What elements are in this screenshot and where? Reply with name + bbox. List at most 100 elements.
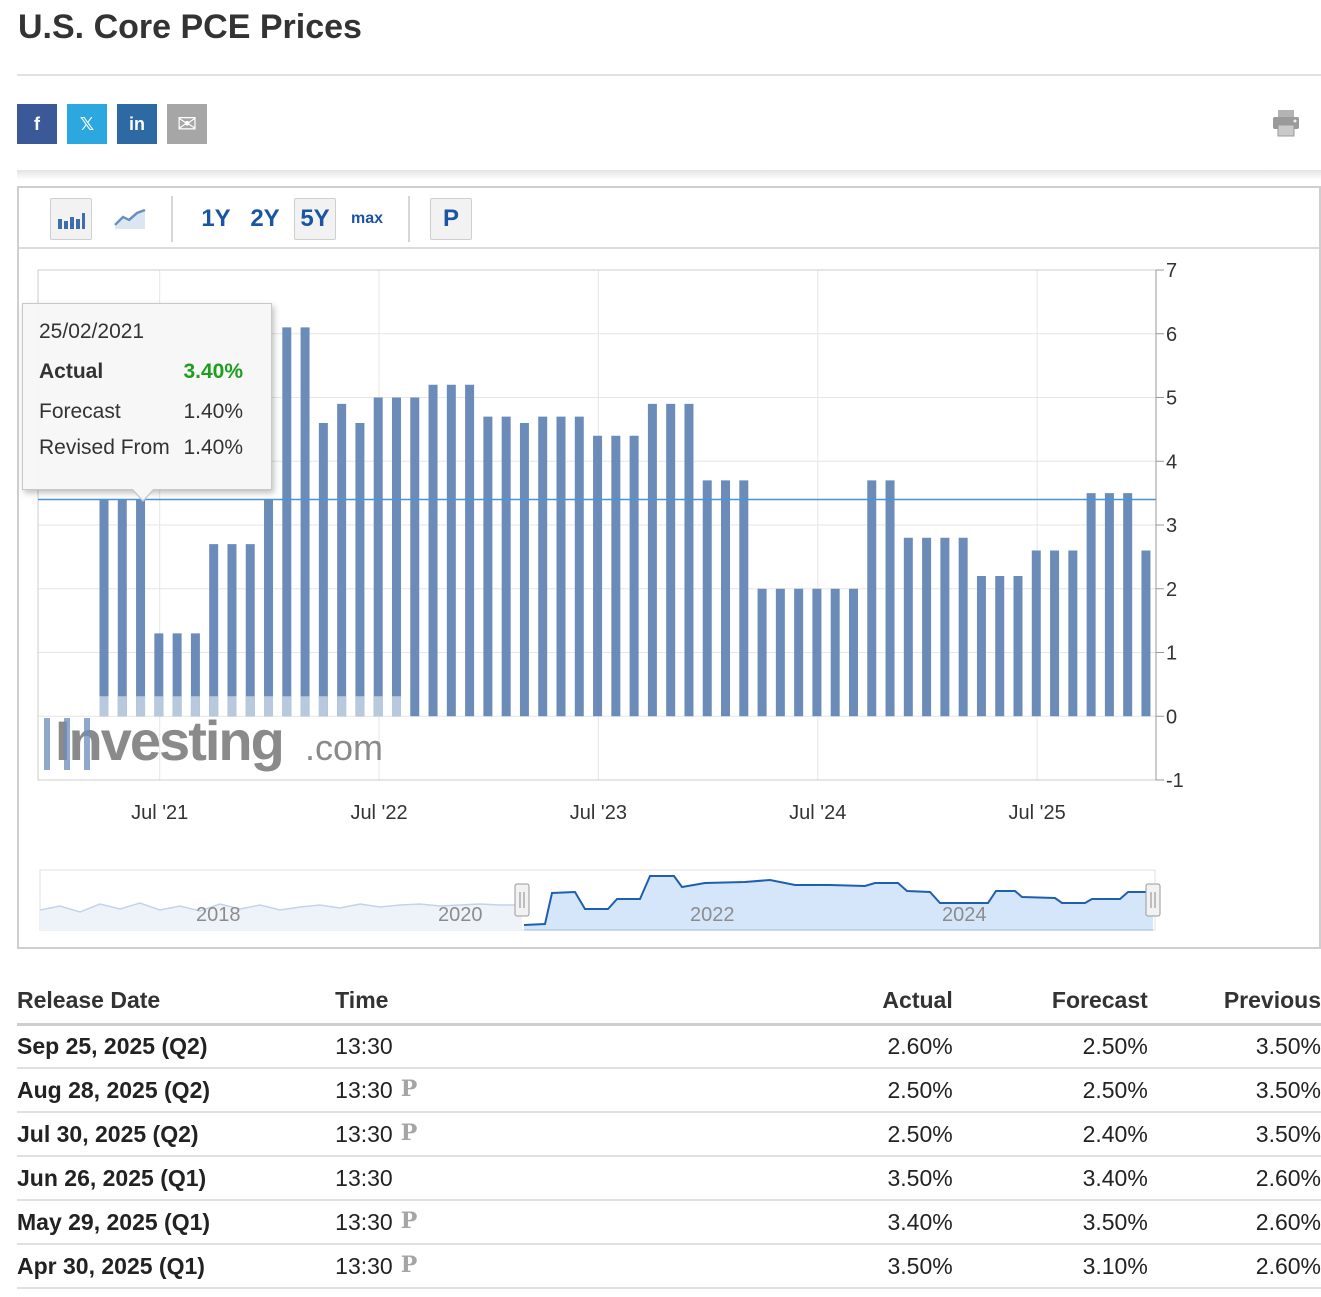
navigator-year-label: 2022 (690, 904, 735, 926)
navigator-year-label: 2020 (438, 904, 483, 926)
chart-bar (245, 544, 255, 717)
navigator-handle[interactable] (514, 883, 530, 917)
header-release-date[interactable]: Release Date (17, 978, 336, 1026)
time-cell: 13:30 (335, 1156, 753, 1201)
chart-bar (501, 416, 511, 717)
header-actual[interactable]: Actual (752, 978, 953, 1026)
actual-cell: 3.40% (752, 1200, 953, 1245)
title-divider (17, 74, 1321, 76)
tooltip-date: 25/02/2021 (39, 320, 145, 343)
tooltip-forecast-label: Forecast (39, 400, 121, 423)
chart-bar-base (245, 696, 255, 717)
chart-bar (446, 384, 456, 717)
range-1y-button[interactable]: 1Y (201, 205, 231, 232)
header-previous[interactable]: Previous (1147, 978, 1321, 1026)
watermark-bars (44, 718, 50, 770)
chart-bar (556, 416, 566, 717)
chart-bar (337, 403, 347, 717)
navigator-history-line (39, 902, 522, 913)
previous-cell: 3.50% (1147, 1068, 1321, 1113)
chart-bar (172, 633, 182, 717)
chart-tooltip: 25/02/2021 Actual 3.40% Forecast 1.40% R… (22, 303, 272, 502)
time-value: 13:30 (335, 1164, 393, 1191)
time-cell: 13:30 (335, 1024, 753, 1069)
page-title: U.S. Core PCE Prices (18, 8, 362, 46)
previous-cell: 3.50% (1147, 1112, 1321, 1157)
x-icon: 𝕏 (79, 113, 95, 134)
linkedin-share-button[interactable]: in (117, 104, 157, 144)
email-share-button[interactable]: ✉ (167, 104, 207, 144)
watermark-bars (84, 718, 90, 770)
x-tick-label: Jul '23 (570, 802, 627, 824)
previous-cell: 3.50% (1147, 1024, 1321, 1069)
chart-bar-base (190, 696, 200, 717)
chart-bar (373, 397, 383, 717)
navigator-year-label: 2018 (196, 904, 241, 926)
forecast-cell: 3.10% (952, 1244, 1148, 1289)
chart-bar (739, 480, 749, 717)
facebook-share-button[interactable]: f (17, 104, 57, 144)
toolbar-separator (408, 196, 410, 242)
navigator-history-area (40, 903, 522, 930)
chart-bar-base (264, 696, 274, 717)
y-tick-label: -1 (1166, 770, 1184, 792)
chart-bar (410, 397, 420, 717)
actual-cell: 3.50% (752, 1244, 953, 1289)
x-tick-label: Jul '24 (789, 802, 846, 824)
tooltip-revised-value: 1.40% (183, 436, 243, 459)
release-date-cell: Apr 30, 2025 (Q1) (17, 1244, 336, 1289)
navigator-handle[interactable] (1145, 883, 1161, 917)
table-row: Jun 26, 2025 (Q1) 13:30 3.50% 3.40% 2.60% (17, 1156, 1321, 1201)
chart-bar-base (154, 696, 164, 717)
chart-bar (538, 416, 548, 717)
time-value: 13:30 (335, 1253, 393, 1279)
chart-bar (209, 544, 219, 717)
chart-bar-base (172, 696, 182, 717)
chart-bar-base (355, 696, 365, 717)
time-cell: 13:30 P (335, 1112, 753, 1157)
range-2y-button[interactable]: 2Y (250, 205, 280, 232)
range-5y-button[interactable]: 5Y (294, 198, 336, 240)
actual-cell: 3.50% (752, 1156, 953, 1201)
chart-bar (757, 588, 767, 717)
bar-chart-button[interactable] (50, 198, 92, 240)
navigator-selected-area (524, 876, 1153, 930)
twitter-share-button[interactable]: 𝕏 (67, 104, 107, 144)
chart-bar (264, 499, 274, 717)
chart-bar (702, 480, 712, 717)
chart-bar (154, 633, 164, 717)
preliminary-icon: P (400, 1120, 418, 1146)
time-cell: 13:30 P (335, 1068, 753, 1113)
chart-bar (99, 499, 109, 717)
chart-bar (867, 480, 877, 717)
y-tick-label: 6 (1166, 324, 1177, 346)
chart-bar (922, 537, 932, 717)
chart-bar (885, 480, 895, 717)
chart-bar (647, 403, 657, 717)
x-tick-label: Jul '22 (350, 802, 407, 824)
chart-bar-base (117, 696, 127, 717)
chart-bar (282, 327, 292, 717)
chart-bar-base (227, 696, 237, 717)
range-max-button[interactable]: max (350, 210, 384, 227)
chart-bar (117, 499, 127, 717)
line-chart-icon (114, 208, 146, 229)
chart-bar (190, 633, 200, 717)
chart-bar (1031, 550, 1041, 717)
chart-bar (976, 576, 986, 717)
watermark-brand: Investing (55, 709, 283, 772)
chart-bar (593, 435, 603, 717)
header-time[interactable]: Time (335, 978, 753, 1026)
chart-bar (1013, 576, 1023, 717)
chart-bar-base (282, 696, 292, 717)
release-date-cell: May 29, 2025 (Q1) (17, 1200, 336, 1245)
header-forecast[interactable]: Forecast (952, 978, 1148, 1026)
y-tick-label: 5 (1166, 388, 1177, 410)
envelope-icon: ✉ (176, 110, 198, 138)
line-chart-button[interactable] (107, 198, 153, 240)
y-tick-label: 1 (1166, 643, 1177, 665)
print-icon[interactable] (1271, 108, 1301, 138)
preliminary-toggle-button[interactable]: P (430, 198, 472, 240)
chart-bar (1086, 493, 1096, 717)
chart-bar (958, 537, 968, 717)
